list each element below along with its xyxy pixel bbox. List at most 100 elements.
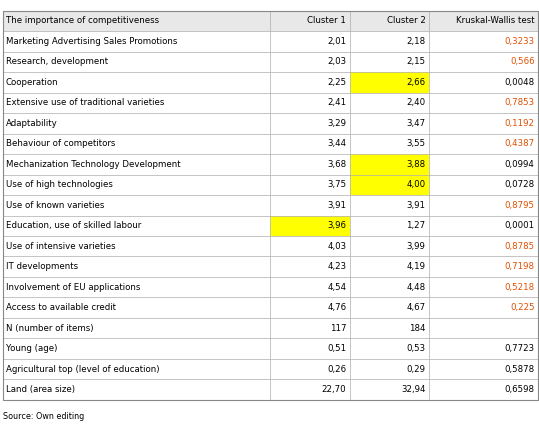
- Text: 2,41: 2,41: [327, 98, 346, 107]
- Bar: [349, 113, 429, 133]
- Bar: [270, 318, 349, 338]
- Bar: [429, 195, 538, 215]
- Bar: [349, 11, 429, 31]
- Text: 4,19: 4,19: [406, 262, 425, 271]
- Text: 0,8785: 0,8785: [505, 242, 535, 251]
- Text: Source: Own editing: Source: Own editing: [3, 412, 84, 421]
- Bar: [349, 51, 429, 72]
- Bar: [270, 359, 349, 379]
- Text: 0,51: 0,51: [327, 344, 346, 353]
- Text: Mechanization Technology Development: Mechanization Technology Development: [6, 160, 181, 169]
- Bar: [3, 257, 270, 277]
- Text: Agricultural top (level of education): Agricultural top (level of education): [6, 365, 160, 374]
- Bar: [349, 359, 429, 379]
- Text: 4,03: 4,03: [327, 242, 346, 251]
- Bar: [270, 133, 349, 154]
- Text: 184: 184: [409, 323, 425, 332]
- Text: 3,91: 3,91: [327, 201, 346, 210]
- Bar: [3, 51, 270, 72]
- Bar: [270, 31, 349, 51]
- Text: Extensive use of traditional varieties: Extensive use of traditional varieties: [6, 98, 164, 107]
- Text: Use of known varieties: Use of known varieties: [6, 201, 105, 210]
- Text: 2,03: 2,03: [327, 57, 346, 66]
- Bar: [3, 359, 270, 379]
- Text: Education, use of skilled labour: Education, use of skilled labour: [6, 221, 141, 230]
- Text: IT developments: IT developments: [6, 262, 78, 271]
- Text: 4,48: 4,48: [406, 283, 425, 292]
- Bar: [3, 236, 270, 257]
- Text: 0,0728: 0,0728: [505, 180, 535, 189]
- Bar: [429, 133, 538, 154]
- Text: 0,0001: 0,0001: [505, 221, 535, 230]
- Bar: [349, 175, 429, 195]
- Bar: [270, 72, 349, 93]
- Text: 0,0994: 0,0994: [505, 160, 535, 169]
- Text: 4,54: 4,54: [327, 283, 346, 292]
- Text: 0,26: 0,26: [327, 365, 346, 374]
- Text: 2,01: 2,01: [327, 37, 346, 46]
- Text: 2,40: 2,40: [406, 98, 425, 107]
- Bar: [349, 277, 429, 297]
- Bar: [3, 297, 270, 318]
- Text: N (number of items): N (number of items): [6, 323, 93, 332]
- Bar: [270, 154, 349, 175]
- Bar: [349, 338, 429, 359]
- Text: 0,7853: 0,7853: [505, 98, 535, 107]
- Text: 2,18: 2,18: [406, 37, 425, 46]
- Bar: [270, 379, 349, 400]
- Bar: [3, 195, 270, 215]
- Bar: [349, 215, 429, 236]
- Bar: [270, 195, 349, 215]
- Bar: [270, 51, 349, 72]
- Bar: [270, 215, 349, 236]
- Bar: [3, 31, 270, 51]
- Text: 3,55: 3,55: [406, 139, 425, 148]
- Text: 0,8795: 0,8795: [505, 201, 535, 210]
- Bar: [429, 51, 538, 72]
- Text: 117: 117: [330, 323, 346, 332]
- Bar: [270, 175, 349, 195]
- Bar: [349, 379, 429, 400]
- Text: Behaviour of competitors: Behaviour of competitors: [6, 139, 115, 148]
- Text: Cluster 2: Cluster 2: [386, 16, 425, 25]
- Text: Cooperation: Cooperation: [6, 78, 59, 87]
- Text: 2,15: 2,15: [406, 57, 425, 66]
- Text: 3,91: 3,91: [406, 201, 425, 210]
- Bar: [429, 236, 538, 257]
- Text: Use of intensive varieties: Use of intensive varieties: [6, 242, 115, 251]
- Bar: [270, 257, 349, 277]
- Bar: [3, 318, 270, 338]
- Bar: [349, 154, 429, 175]
- Bar: [270, 93, 349, 113]
- Bar: [349, 236, 429, 257]
- Bar: [429, 31, 538, 51]
- Bar: [270, 338, 349, 359]
- Text: 0,3233: 0,3233: [505, 37, 535, 46]
- Text: 1,27: 1,27: [406, 221, 425, 230]
- Bar: [3, 379, 270, 400]
- Text: 0,53: 0,53: [406, 344, 425, 353]
- Text: 0,1192: 0,1192: [505, 119, 535, 128]
- Text: 4,67: 4,67: [406, 303, 425, 312]
- Text: 3,44: 3,44: [327, 139, 346, 148]
- Bar: [429, 257, 538, 277]
- Bar: [429, 379, 538, 400]
- Text: 2,66: 2,66: [406, 78, 425, 87]
- Bar: [349, 93, 429, 113]
- Bar: [429, 93, 538, 113]
- Bar: [3, 11, 270, 31]
- Bar: [429, 359, 538, 379]
- Text: 3,29: 3,29: [327, 119, 346, 128]
- Bar: [3, 72, 270, 93]
- Bar: [429, 72, 538, 93]
- Text: 3,68: 3,68: [327, 160, 346, 169]
- Bar: [429, 318, 538, 338]
- Bar: [429, 113, 538, 133]
- Bar: [429, 277, 538, 297]
- Bar: [429, 215, 538, 236]
- Text: 22,70: 22,70: [322, 385, 346, 394]
- Bar: [349, 257, 429, 277]
- Bar: [349, 133, 429, 154]
- Text: 4,76: 4,76: [327, 303, 346, 312]
- Text: 0,7198: 0,7198: [505, 262, 535, 271]
